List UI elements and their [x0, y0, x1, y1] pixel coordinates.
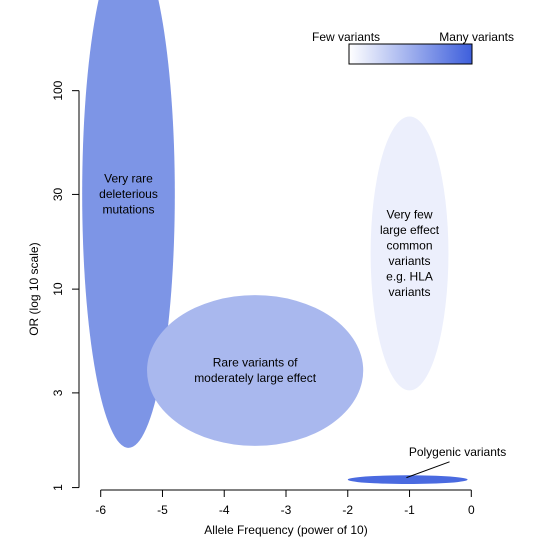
- region-label-line: mutations: [102, 202, 154, 216]
- region-label-line: variants: [389, 254, 431, 268]
- region-label-line: variants: [389, 285, 431, 299]
- region-rare-moderate: [147, 295, 364, 446]
- region-label-line: Very few: [387, 208, 433, 222]
- x-tick-label: -5: [157, 503, 168, 517]
- y-axis-title: OR (log 10 scale): [27, 242, 41, 335]
- region-few-common: [370, 116, 449, 391]
- x-tick-label: -3: [281, 503, 292, 517]
- y-tick-label: 3: [51, 389, 65, 396]
- region-label-line: deleterious: [99, 187, 158, 201]
- annotation-label: Polygenic variants: [409, 445, 506, 459]
- region-label-very-rare: Very rare deleterious mutations: [99, 171, 158, 216]
- region-label-line: common: [387, 239, 433, 253]
- annotations: Polygenic variants: [406, 445, 506, 479]
- x-tick-label: -2: [342, 503, 353, 517]
- variant-regions: [82, 0, 468, 485]
- y-tick-label: 30: [51, 187, 65, 201]
- region-label-line: e.g. HLA: [386, 270, 433, 284]
- region-label-rare-moderate: Rare variants of moderately large effect: [194, 356, 317, 386]
- annotation-pointer: [406, 461, 450, 479]
- x-tick-label: -6: [95, 503, 106, 517]
- region-label-line: large effect: [380, 223, 440, 237]
- region-very-rare: [82, 0, 175, 448]
- x-axis: -6 -5 -4 -3 -2 -1 0: [95, 489, 475, 517]
- legend: Few variants Many variants: [312, 30, 514, 65]
- legend-gradient-bar: [348, 43, 473, 65]
- region-label-line: Very rare: [104, 171, 153, 185]
- region-label-line: Rare variants of: [213, 356, 298, 370]
- y-tick-label: 1: [51, 484, 65, 491]
- x-tick-label: 0: [468, 503, 475, 517]
- region-label-few-common: Very few large effect common variants e.g. H…: [380, 208, 440, 299]
- y-tick-label: 10: [51, 282, 65, 296]
- region-polygenic: [347, 475, 468, 485]
- legend-low-label: Few variants: [312, 30, 380, 44]
- region-labels: Very rare deleterious mutations Rare varian…: [99, 171, 440, 385]
- legend-high-label: Many variants: [439, 30, 514, 44]
- x-axis-title: Allele Frequency (power of 10): [204, 523, 367, 537]
- x-tick-label: -4: [219, 503, 230, 517]
- y-axis: 1 3 10 30 100: [51, 80, 80, 491]
- y-tick-label: 100: [51, 80, 65, 100]
- x-tick-label: -1: [404, 503, 415, 517]
- region-label-line: moderately large effect: [194, 371, 317, 385]
